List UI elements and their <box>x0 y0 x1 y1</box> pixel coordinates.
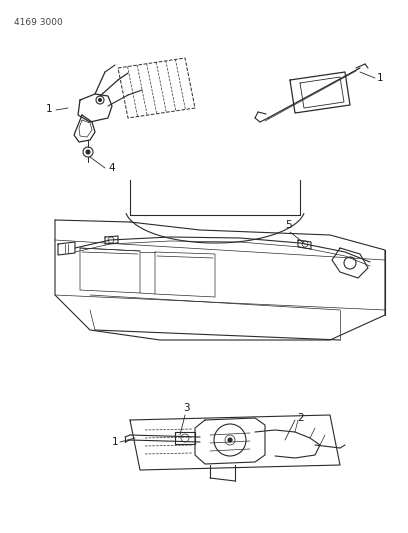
Text: 1: 1 <box>377 73 384 83</box>
Text: 1: 1 <box>111 437 118 447</box>
Text: 1: 1 <box>45 104 52 114</box>
Text: 2: 2 <box>297 413 304 423</box>
Circle shape <box>86 150 90 154</box>
Text: 5: 5 <box>285 220 291 230</box>
Circle shape <box>228 438 232 442</box>
Circle shape <box>98 99 102 101</box>
Text: 4169 3000: 4169 3000 <box>14 18 63 27</box>
Text: 4: 4 <box>108 163 115 173</box>
Text: 3: 3 <box>183 403 189 413</box>
